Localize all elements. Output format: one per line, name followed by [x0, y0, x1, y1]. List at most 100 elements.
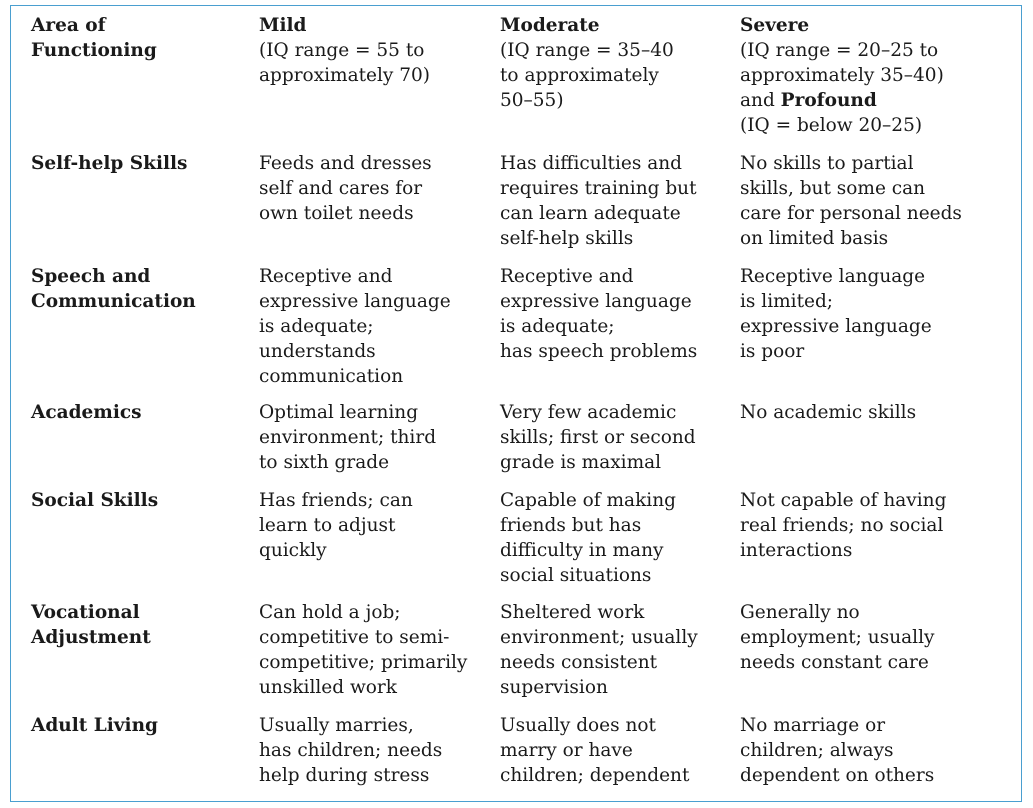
cell-line: learn to adjust: [259, 515, 396, 536]
cell-line: understands: [259, 341, 376, 362]
cell-line: Academics: [31, 402, 142, 423]
cell-line: No academic skills: [740, 402, 917, 423]
header-mild: Mild (IQ range = 55 to approximately 70): [259, 13, 430, 88]
cell-line: expressive language: [259, 291, 451, 312]
cell-line: requires training but: [500, 178, 697, 199]
cell-line: self and cares for: [259, 178, 423, 199]
cell-line: Very few academic: [500, 402, 677, 423]
cell-line: children; dependent: [500, 765, 690, 786]
row-area-vocational-adjustment: Vocational Adjustment: [31, 600, 151, 650]
cell-line: approximately 35–40): [740, 65, 944, 86]
cell-line: (IQ range = 35–40: [500, 40, 674, 61]
row-self-help-moderate: Has difficulties and requires training b…: [500, 151, 697, 251]
header-area-of-functioning: Area of Functioning: [31, 13, 157, 63]
cell-line: Optimal learning: [259, 402, 419, 423]
cell-line: Area of: [31, 15, 106, 36]
cell-line: competitive; primarily: [259, 652, 468, 673]
cell-line: Usually marries,: [259, 715, 414, 736]
cell-line: Not capable of having: [740, 490, 947, 511]
cell-line: environment; usually: [500, 627, 698, 648]
cell-line: difficulty in many: [500, 540, 664, 561]
row-vocational-severe: Generally no employment; usually needs c…: [740, 600, 934, 675]
cell-line: skills, but some can: [740, 178, 926, 199]
cell-line: Has difficulties and: [500, 153, 683, 174]
row-self-help-mild: Feeds and dresses self and cares for own…: [259, 151, 432, 226]
cell-line: Vocational: [31, 602, 140, 623]
row-area-adult-living: Adult Living: [31, 713, 158, 738]
header-moderate: Moderate (IQ range = 35–40 to approximat…: [500, 13, 674, 113]
cell-line: own toilet needs: [259, 203, 414, 224]
cell-line: help during stress: [259, 765, 430, 786]
row-area-self-help-skills: Self-help Skills: [31, 151, 187, 176]
cell-line: Profound: [780, 90, 877, 111]
cell-line: is poor: [740, 341, 805, 362]
cell-line: children; always: [740, 740, 894, 761]
cell-line: Communication: [31, 291, 196, 312]
cell-line: environment; third: [259, 427, 437, 448]
row-area-social-skills: Social Skills: [31, 488, 158, 513]
cell-line: is limited;: [740, 291, 834, 312]
cell-line: Speech and: [31, 266, 151, 287]
cell-line: to approximately: [500, 65, 659, 86]
cell-line: is adequate;: [259, 316, 374, 337]
row-social-severe: Not capable of having real friends; no s…: [740, 488, 946, 563]
cell-line: No skills to partial: [740, 153, 914, 174]
cell-line: has speech problems: [500, 341, 698, 362]
table-border: [10, 5, 1022, 802]
cell-line: Has friends; can: [259, 490, 413, 511]
cell-line: Mild: [259, 15, 307, 36]
cell-line: Feeds and dresses: [259, 153, 432, 174]
cell-line: Usually does not: [500, 715, 656, 736]
header-severe: Severe (IQ range = 20–25 to approximatel…: [740, 13, 944, 138]
cell-line: to sixth grade: [259, 452, 390, 473]
cell-line: self-help skills: [500, 228, 634, 249]
cell-line: Adult Living: [31, 715, 158, 736]
cell-line: Functioning: [31, 40, 157, 61]
row-area-speech-communication: Speech and Communication: [31, 264, 196, 314]
cell-line: expressive language: [500, 291, 692, 312]
cell-line: competitive to semi-: [259, 627, 450, 648]
row-vocational-mild: Can hold a job; competitive to semi- com…: [259, 600, 467, 700]
row-academics-moderate: Very few academic skills; first or secon…: [500, 400, 696, 475]
cell-line: Sheltered work: [500, 602, 645, 623]
row-social-mild: Has friends; can learn to adjust quickly: [259, 488, 413, 563]
cell-line: skills; first or second: [500, 427, 696, 448]
cell-line: supervision: [500, 677, 608, 698]
cell-line: dependent on others: [740, 765, 935, 786]
cell-line: expressive language: [740, 316, 932, 337]
cell-line: care for personal needs: [740, 203, 962, 224]
cell-line: real friends; no social: [740, 515, 944, 536]
cell-line: Severe: [740, 15, 810, 36]
cell-line: Receptive language: [740, 266, 926, 287]
cell-line: Receptive and: [259, 266, 393, 287]
row-speech-severe: Receptive language is limited; expressiv…: [740, 264, 932, 364]
cell-line: Receptive and: [500, 266, 634, 287]
cell-line: employment; usually: [740, 627, 935, 648]
cell-line: approximately 70): [259, 65, 431, 86]
cell-line: (IQ = below 20–25): [740, 115, 923, 136]
cell-line: (IQ range = 20–25 to: [740, 40, 939, 61]
cell-line: 50–55): [500, 90, 564, 111]
cell-line: and: [740, 90, 781, 111]
row-adult-living-severe: No marriage or children; always dependen…: [740, 713, 934, 788]
cell-line: unskilled work: [259, 677, 397, 698]
cell-line: marry or have: [500, 740, 633, 761]
cell-line: Capable of making: [500, 490, 676, 511]
cell-line: quickly: [259, 540, 327, 561]
cell-line: Generally no: [740, 602, 860, 623]
row-social-moderate: Capable of making friends but has diffic…: [500, 488, 676, 588]
cell-line: Self-help Skills: [31, 153, 188, 174]
cell-line: communication: [259, 366, 404, 387]
cell-line: Social Skills: [31, 490, 159, 511]
row-speech-mild: Receptive and expressive language is ade…: [259, 264, 451, 389]
row-speech-moderate: Receptive and expressive language is ade…: [500, 264, 697, 364]
cell-line: friends but has: [500, 515, 642, 536]
cell-line: is adequate;: [500, 316, 615, 337]
cell-line: No marriage or: [740, 715, 886, 736]
row-vocational-moderate: Sheltered work environment; usually need…: [500, 600, 698, 700]
cell-line: on limited basis: [740, 228, 889, 249]
cell-line: needs consistent: [500, 652, 658, 673]
row-adult-living-moderate: Usually does not marry or have children;…: [500, 713, 689, 788]
cell-line: Adjustment: [31, 627, 151, 648]
cell-line: can learn adequate: [500, 203, 681, 224]
